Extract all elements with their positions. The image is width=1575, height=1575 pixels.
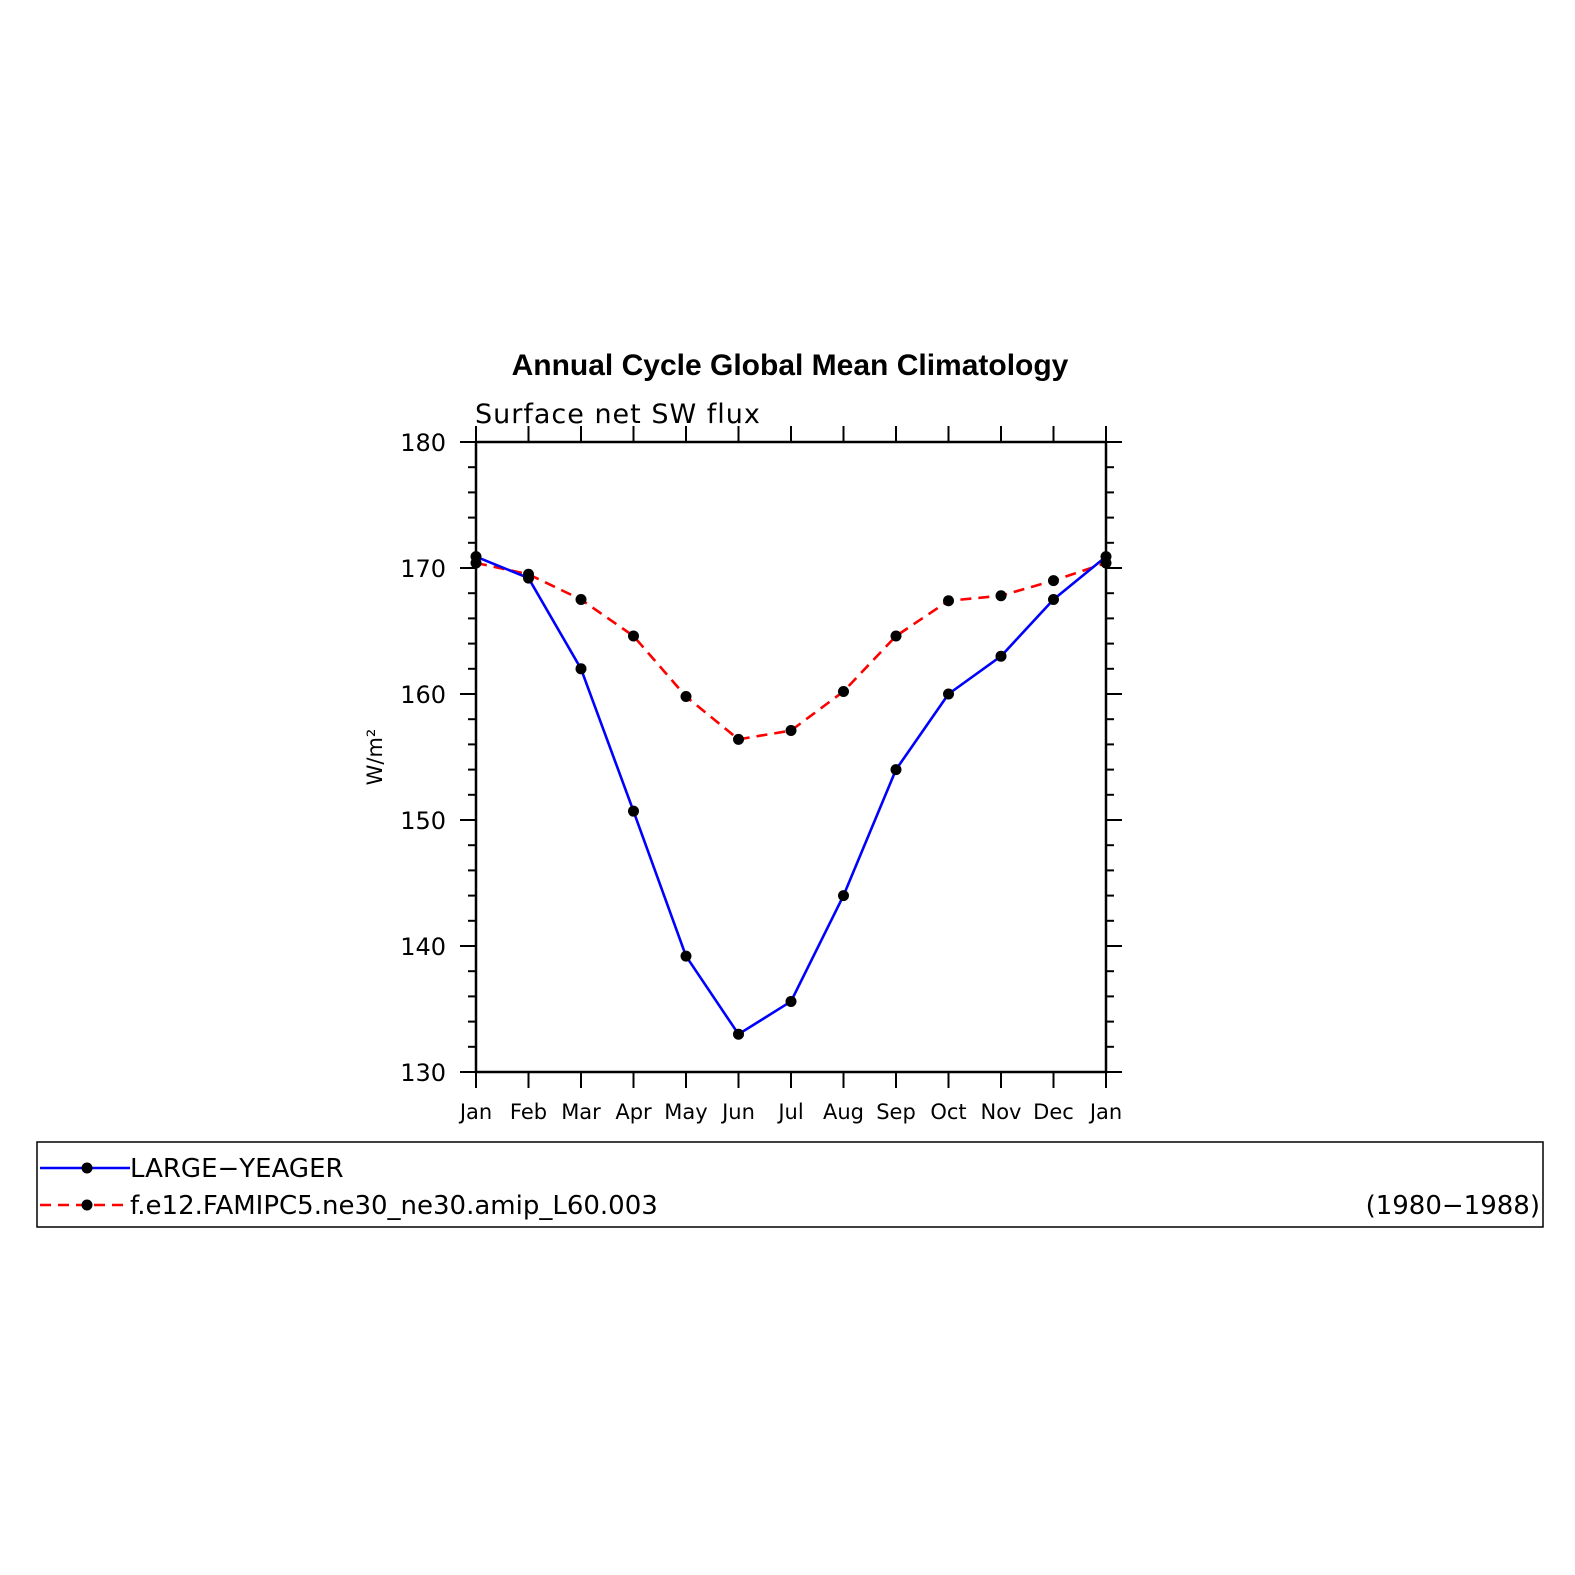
x-tick-label: Nov bbox=[981, 1100, 1022, 1124]
legend: LARGE−YEAGER f.e12.FAMIPC5.ne30_ne30.ami… bbox=[36, 1141, 1544, 1228]
series-1-point bbox=[785, 725, 797, 737]
series-0-point bbox=[523, 572, 534, 584]
y-axis-label: W/m² bbox=[363, 729, 387, 786]
series-0-point bbox=[1100, 551, 1112, 563]
series-0-point bbox=[628, 805, 639, 817]
chart-subtitle: Surface net SW flux bbox=[475, 399, 761, 430]
series-0-point bbox=[680, 950, 692, 962]
legend-box bbox=[36, 1141, 1544, 1228]
y-tick-label: 170 bbox=[400, 555, 446, 583]
series-0-point bbox=[470, 551, 482, 563]
series-0-point bbox=[733, 1028, 744, 1040]
series-line-0 bbox=[475, 555, 1107, 1036]
legend-marker-large-yeager bbox=[81, 1162, 93, 1174]
series-1-point bbox=[838, 685, 849, 697]
series-layer bbox=[470, 551, 1112, 1040]
x-tick-label: Apr bbox=[615, 1100, 652, 1124]
x-tick-label: Sep bbox=[876, 1100, 916, 1124]
series-1-point bbox=[680, 691, 692, 703]
plot-axes: 130 140 150 160 170 180 Jan Feb Mar Apr May Jun Jul A… bbox=[400, 426, 1122, 1124]
x-tick-label: Jul bbox=[776, 1100, 803, 1124]
series-0-point bbox=[575, 663, 587, 675]
y-tick-label: 180 bbox=[400, 429, 446, 457]
series-1-point bbox=[1048, 575, 1059, 587]
y-tick-label: 130 bbox=[400, 1059, 446, 1087]
x-tick-label: Mar bbox=[561, 1100, 601, 1124]
series-1-point bbox=[628, 630, 639, 642]
x-tick-label: May bbox=[664, 1100, 707, 1124]
legend-label-famipc5: f.e12.FAMIPC5.ne30_ne30.amip_L60.003 bbox=[130, 1191, 658, 1221]
x-tick-label: Dec bbox=[1033, 1100, 1074, 1124]
series-1-point bbox=[995, 590, 1007, 602]
series-1-point bbox=[575, 594, 587, 605]
series-0-point bbox=[890, 764, 902, 776]
x-tick-label: Jun bbox=[720, 1100, 755, 1124]
legend-label-large-yeager: LARGE−YEAGER bbox=[130, 1154, 344, 1184]
series-1-point bbox=[733, 733, 744, 745]
x-tick-label: Oct bbox=[930, 1100, 966, 1124]
plot-frame bbox=[474, 440, 1108, 1074]
series-0-point bbox=[838, 890, 849, 902]
x-tick-label: Feb bbox=[510, 1100, 547, 1124]
chart-title: Annual Cycle Global Mean Climatology bbox=[512, 349, 1069, 382]
legend-marker-famipc5 bbox=[81, 1199, 93, 1211]
series-0-point bbox=[943, 688, 954, 700]
y-tick-label: 160 bbox=[400, 681, 446, 709]
y-tick-label: 150 bbox=[400, 807, 446, 835]
series-1-point bbox=[943, 595, 954, 607]
series-0-point bbox=[1048, 594, 1059, 605]
series-0-point bbox=[995, 650, 1007, 662]
series-0-point bbox=[785, 995, 797, 1007]
series-1-point bbox=[890, 630, 902, 642]
y-tick-label: 140 bbox=[400, 933, 446, 961]
x-tick-label: Aug bbox=[823, 1100, 864, 1124]
x-tick-label: Jan bbox=[458, 1100, 492, 1124]
legend-period: (1980−1988) bbox=[1366, 1191, 1540, 1221]
x-tick-label: Jan bbox=[1088, 1100, 1122, 1124]
